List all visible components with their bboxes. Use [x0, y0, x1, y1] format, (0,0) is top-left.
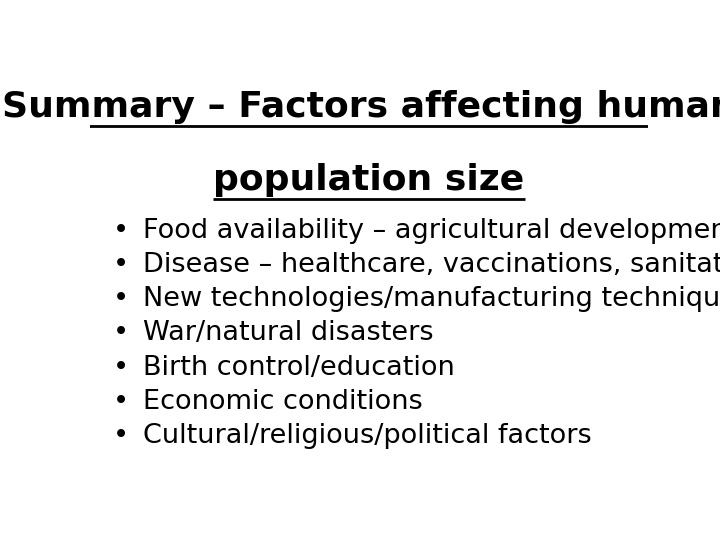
Text: Economic conditions: Economic conditions: [143, 389, 423, 415]
Text: Food availability – agricultural developments: Food availability – agricultural develop…: [143, 218, 720, 244]
Text: New technologies/manufacturing techniques: New technologies/manufacturing technique…: [143, 286, 720, 312]
Text: •: •: [112, 218, 129, 244]
Text: War/natural disasters: War/natural disasters: [143, 320, 433, 346]
Text: •: •: [112, 423, 129, 449]
Text: population size: population size: [213, 163, 525, 197]
Text: Cultural/religious/political factors: Cultural/religious/political factors: [143, 423, 592, 449]
Text: •: •: [112, 252, 129, 278]
Text: Birth control/education: Birth control/education: [143, 354, 455, 381]
Text: •: •: [112, 389, 129, 415]
Text: •: •: [112, 320, 129, 346]
Text: •: •: [112, 354, 129, 381]
Text: Disease – healthcare, vaccinations, sanitation: Disease – healthcare, vaccinations, sani…: [143, 252, 720, 278]
Text: •: •: [112, 286, 129, 312]
Text: Summary – Factors affecting human: Summary – Factors affecting human: [2, 90, 720, 124]
